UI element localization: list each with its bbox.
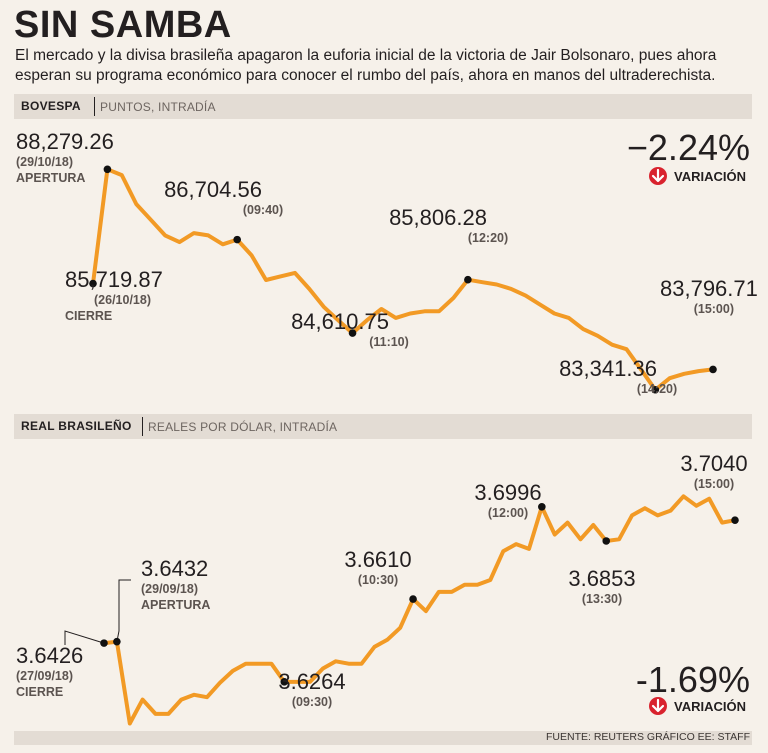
series-line-0 bbox=[91, 167, 715, 392]
bovespa-section-header: BOVESPA PUNTOS, INTRADÍA bbox=[14, 94, 752, 119]
data-time-label: (12:20) bbox=[468, 231, 508, 245]
data-tag-label: CIERRE bbox=[16, 685, 63, 699]
variation-label: VARIACIÓN bbox=[674, 699, 746, 714]
data-time-label: (26/10/18) bbox=[94, 293, 151, 307]
section-divider bbox=[142, 417, 143, 436]
data-point-marker bbox=[280, 678, 289, 686]
data-point-marker bbox=[103, 165, 112, 174]
data-point-marker bbox=[602, 537, 611, 545]
data-tag-label: CIERRE bbox=[65, 309, 112, 323]
data-value-label: 85,719.87 bbox=[65, 267, 163, 292]
data-value-label: 85,806.28 bbox=[389, 205, 487, 230]
source-credit: FUENTE: REUTERS GRÁFICO EE: STAFF bbox=[546, 731, 750, 743]
down-arrow-icon bbox=[649, 697, 667, 715]
data-time-label: (12:00) bbox=[488, 506, 528, 520]
data-value-label: 3.7040 bbox=[680, 451, 747, 476]
data-point-marker bbox=[348, 329, 357, 337]
data-point-marker bbox=[464, 275, 472, 284]
data-value-label: 3.6426 bbox=[16, 643, 83, 668]
down-arrow-icon bbox=[649, 167, 667, 185]
data-tag-label: APERTURA bbox=[141, 598, 210, 612]
data-point-marker bbox=[538, 502, 546, 511]
data-value-label: 86,704.56 bbox=[164, 177, 262, 202]
label-leader-line bbox=[64, 630, 105, 645]
data-value-label: 83,341.36 bbox=[559, 356, 657, 381]
data-value-label: 3.6853 bbox=[568, 566, 635, 591]
data-point-marker bbox=[89, 279, 97, 288]
data-point-marker bbox=[113, 637, 121, 646]
data-value-label: 88,279.26 bbox=[16, 129, 114, 154]
data-point-marker bbox=[409, 595, 417, 603]
data-time-label: (14:20) bbox=[637, 382, 677, 396]
bovespa-section-title: BOVESPA bbox=[21, 99, 81, 113]
real-section-title: REAL BRASILEÑO bbox=[21, 419, 132, 433]
data-point-marker bbox=[651, 385, 660, 394]
data-time-label: (09:40) bbox=[243, 203, 283, 217]
page-subtitle: El mercado y la divisa brasileña apagaro… bbox=[15, 47, 717, 84]
variation-value: −2.24% bbox=[627, 127, 750, 168]
data-time-label: (10:30) bbox=[358, 573, 398, 587]
data-point-marker bbox=[709, 365, 717, 374]
data-time-label: (27/09/18) bbox=[16, 669, 73, 683]
data-point-marker bbox=[233, 235, 241, 244]
variation-label: VARIACIÓN bbox=[674, 169, 746, 184]
real-section-unit: REALES POR DÓLAR, INTRADÍA bbox=[148, 420, 338, 434]
data-value-label: 3.6996 bbox=[474, 480, 541, 505]
page-title: SIN SAMBA bbox=[14, 4, 232, 46]
label-leader-line bbox=[116, 579, 131, 642]
data-time-label: (29/09/18) bbox=[141, 582, 198, 596]
data-time-label: (15:00) bbox=[694, 477, 734, 491]
data-time-label: (13:30) bbox=[582, 592, 622, 606]
data-point-marker bbox=[100, 639, 108, 647]
data-point-marker bbox=[731, 516, 739, 524]
data-tag-label: APERTURA bbox=[16, 171, 85, 185]
section-divider bbox=[94, 97, 95, 116]
data-time-label: (15:00) bbox=[694, 302, 734, 316]
data-time-label: (09:30) bbox=[292, 695, 332, 709]
data-time-label: (29/10/18) bbox=[16, 155, 73, 169]
data-value-label: 84,610.75 bbox=[291, 309, 389, 334]
series-line-1 bbox=[102, 494, 737, 726]
data-value-label: 3.6432 bbox=[141, 556, 208, 581]
data-value-label: 3.6264 bbox=[278, 669, 345, 694]
data-time-label: (11:10) bbox=[369, 335, 409, 349]
data-value-label: 3.6610 bbox=[344, 547, 411, 572]
bovespa-section-unit: PUNTOS, INTRADÍA bbox=[100, 100, 216, 114]
variation-value: -1.69% bbox=[636, 659, 750, 700]
data-value-label: 83,796.71 bbox=[660, 276, 758, 301]
real-section-header: REAL BRASILEÑO REALES POR DÓLAR, INTRADÍ… bbox=[14, 414, 752, 439]
footer-bar: FUENTE: REUTERS GRÁFICO EE: STAFF bbox=[14, 731, 752, 745]
